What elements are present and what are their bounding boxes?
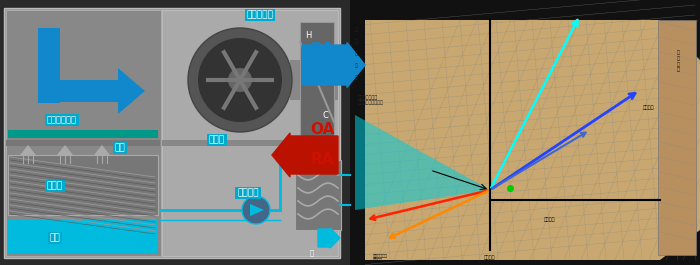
Text: クロスフロー
冷却効率...: クロスフロー 冷却効率...	[372, 254, 388, 262]
FancyArrow shape	[272, 133, 338, 177]
Polygon shape	[118, 68, 145, 114]
Bar	[6, 140, 160, 146]
Bar	[290, 60, 338, 100]
Bar	[0, 0, 350, 265]
Bar	[8, 155, 158, 215]
Text: SA: SA	[309, 41, 335, 59]
Circle shape	[198, 38, 282, 122]
Text: 外気条件のある
ときのエンタルピー: 外気条件のある ときのエンタルピー	[358, 95, 384, 105]
Text: 送風機: 送風機	[209, 135, 225, 144]
Bar	[350, 0, 365, 265]
Text: 充填材: 充填材	[47, 182, 63, 191]
Polygon shape	[360, 20, 700, 260]
Bar	[38, 80, 118, 102]
Text: OA: OA	[310, 122, 334, 138]
Text: 水槽: 水槽	[50, 233, 60, 242]
Polygon shape	[250, 204, 264, 216]
Bar	[8, 220, 158, 254]
Text: 熱交換器: 熱交換器	[237, 188, 259, 197]
Text: H: H	[304, 32, 312, 41]
Text: 度: 度	[355, 76, 358, 81]
Bar	[350, 0, 700, 265]
Polygon shape	[57, 145, 73, 155]
Bar	[4, 8, 340, 258]
Bar	[8, 130, 158, 138]
Circle shape	[228, 68, 252, 92]
Text: 外気条件: 外気条件	[643, 105, 655, 111]
Bar	[295, 160, 341, 230]
Text: RA: RA	[310, 152, 334, 167]
Text: 湿: 湿	[355, 39, 358, 45]
Text: エリミネータ: エリミネータ	[47, 116, 77, 125]
Text: 散水: 散水	[115, 144, 125, 152]
Text: C: C	[322, 111, 328, 120]
Circle shape	[242, 196, 270, 224]
FancyArrow shape	[302, 42, 365, 87]
Bar	[162, 140, 338, 146]
Bar	[300, 22, 334, 142]
FancyArrow shape	[318, 228, 340, 248]
Text: 絶
対
湿
度: 絶 対 湿 度	[677, 50, 680, 72]
Polygon shape	[355, 115, 490, 210]
Text: 球: 球	[355, 51, 358, 56]
Text: 加熱コイル: 加熱コイル	[246, 11, 274, 20]
Text: し: し	[310, 250, 314, 256]
Text: 胴: 胴	[355, 28, 358, 33]
Text: 内部負荷: 内部負荷	[545, 218, 556, 223]
Circle shape	[188, 28, 292, 132]
Bar	[162, 10, 338, 256]
Text: 温: 温	[355, 64, 358, 68]
Bar	[658, 20, 696, 255]
Polygon shape	[20, 145, 36, 155]
Text: 乾球温度: 乾球温度	[484, 255, 496, 260]
Bar	[6, 10, 161, 256]
Polygon shape	[94, 145, 110, 155]
Bar	[38, 28, 60, 103]
